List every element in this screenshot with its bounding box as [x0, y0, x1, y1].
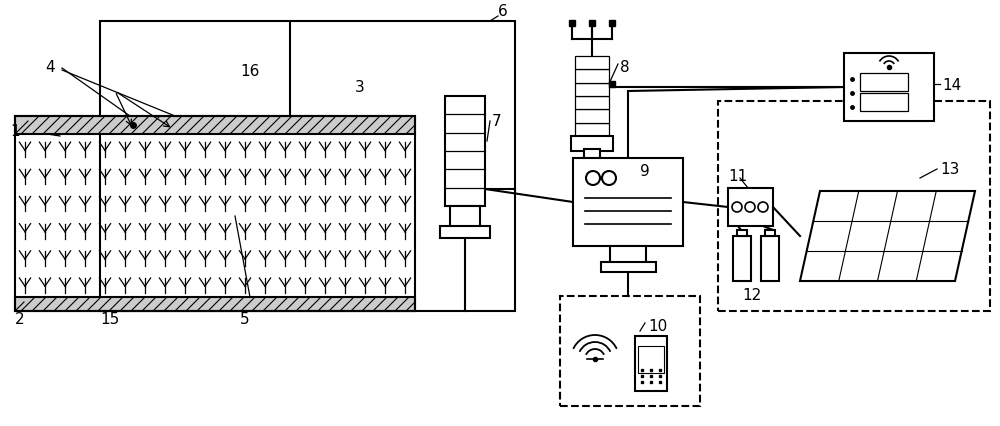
Bar	[584, 150, 600, 161]
Bar	[601, 262, 656, 272]
Text: 11: 11	[728, 169, 747, 184]
Text: 5: 5	[240, 312, 250, 327]
Bar	[575, 110, 609, 124]
Bar	[737, 230, 747, 236]
Bar	[15, 297, 415, 311]
Bar	[575, 83, 609, 97]
Bar	[728, 189, 773, 227]
Text: 4: 4	[45, 59, 55, 74]
Bar	[638, 346, 664, 373]
Bar	[733, 236, 751, 281]
Text: 16: 16	[240, 64, 259, 79]
Bar	[635, 336, 667, 391]
Bar	[761, 236, 779, 281]
Bar	[573, 158, 683, 246]
Text: 9: 9	[640, 164, 650, 179]
Text: 14: 14	[942, 77, 961, 92]
Text: 1: 1	[10, 124, 20, 139]
Bar	[560, 296, 700, 406]
Text: 7: 7	[492, 114, 502, 129]
Bar	[450, 207, 480, 228]
Bar	[575, 70, 609, 83]
Text: 12: 12	[742, 287, 761, 302]
Bar	[571, 137, 613, 152]
Text: 15: 15	[100, 312, 119, 327]
Bar	[860, 94, 908, 112]
Bar	[445, 97, 485, 207]
Bar	[100, 22, 515, 311]
Bar	[575, 57, 609, 70]
Bar	[575, 124, 609, 137]
Text: 13: 13	[940, 162, 959, 177]
Text: 2: 2	[15, 312, 25, 327]
Bar	[575, 97, 609, 110]
Text: 6: 6	[498, 5, 508, 20]
Text: 3: 3	[355, 79, 365, 94]
Bar	[440, 227, 490, 239]
Bar	[860, 74, 908, 92]
Bar	[765, 230, 775, 236]
Bar	[610, 246, 646, 265]
Bar	[718, 102, 990, 311]
Text: 10: 10	[648, 319, 667, 334]
Text: 8: 8	[620, 59, 630, 74]
Bar	[15, 117, 415, 135]
Bar	[15, 117, 415, 311]
Bar	[844, 54, 934, 122]
